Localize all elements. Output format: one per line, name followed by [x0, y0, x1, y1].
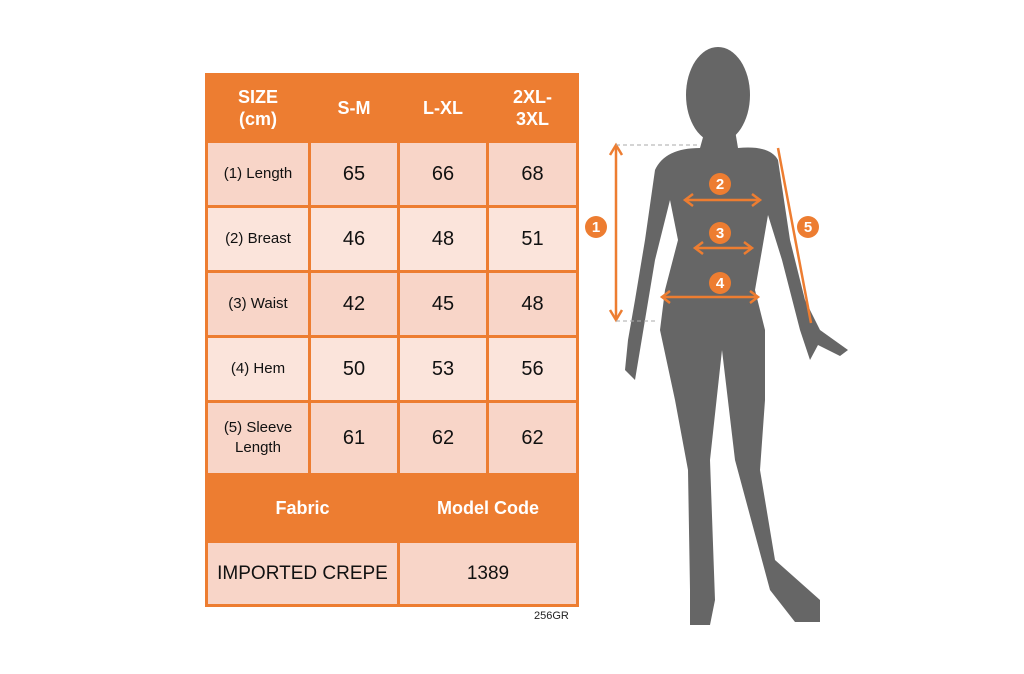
marker-2-label: 2 [716, 176, 724, 193]
cell: 66 [397, 140, 489, 208]
marker-3-label: 3 [716, 225, 724, 242]
size-chart-table: SIZE (cm) S-M L-XL 2XL- 3XL (1) Length 6… [205, 73, 579, 607]
footer-header-row: Fabric Model Code [205, 473, 579, 543]
cell: 48 [397, 205, 489, 273]
marker-5 [797, 216, 819, 238]
cell: 48 [486, 270, 579, 338]
header-l-xl: L-XL [397, 73, 489, 143]
table-row: (4) Hem 50 53 56 [205, 335, 579, 403]
product-code: 256GR [534, 610, 569, 622]
marker-5-label: 5 [804, 219, 812, 236]
cell: 46 [308, 205, 400, 273]
row-label: (1) Length [205, 140, 311, 208]
table-row: (2) Breast 46 48 51 [205, 205, 579, 273]
header-s-m: S-M [308, 73, 400, 143]
cell: 65 [308, 140, 400, 208]
cell: 62 [397, 400, 489, 476]
cell: 62 [486, 400, 579, 476]
marker-4 [709, 272, 731, 294]
header-2xl-3xl: 2XL- 3XL [486, 73, 579, 143]
silhouette [625, 47, 848, 625]
table-row: (1) Length 65 66 68 [205, 140, 579, 208]
fabric-header: Fabric [205, 473, 400, 543]
row-label: (5) Sleeve Length [205, 400, 311, 476]
marker-3 [709, 222, 731, 244]
measurement-arrows [608, 142, 813, 324]
cell: 53 [397, 335, 489, 403]
cell: 50 [308, 335, 400, 403]
marker-2 [709, 173, 731, 195]
marker-1-label: 1 [592, 219, 600, 236]
row-label: (2) Breast [205, 205, 311, 273]
row-label: (4) Hem [205, 335, 311, 403]
footer-value-row: IMPORTED CREPE 1389 [205, 540, 579, 607]
cell: 56 [486, 335, 579, 403]
marker-4-label: 4 [716, 275, 725, 292]
marker-1 [585, 216, 607, 238]
fabric-value: IMPORTED CREPE [205, 540, 400, 607]
row-label: (3) Waist [205, 270, 311, 338]
table-row: (3) Waist 42 45 48 [205, 270, 579, 338]
cell: 42 [308, 270, 400, 338]
header-size: SIZE (cm) [205, 73, 311, 143]
cell: 61 [308, 400, 400, 476]
table-row: (5) Sleeve Length 61 62 62 [205, 400, 579, 476]
model-code-value: 1389 [397, 540, 579, 607]
header-row: SIZE (cm) S-M L-XL 2XL- 3XL [205, 73, 579, 143]
guide-lines [616, 144, 700, 322]
cell: 45 [397, 270, 489, 338]
cell: 68 [486, 140, 579, 208]
model-code-header: Model Code [397, 473, 579, 543]
cell: 51 [486, 205, 579, 273]
